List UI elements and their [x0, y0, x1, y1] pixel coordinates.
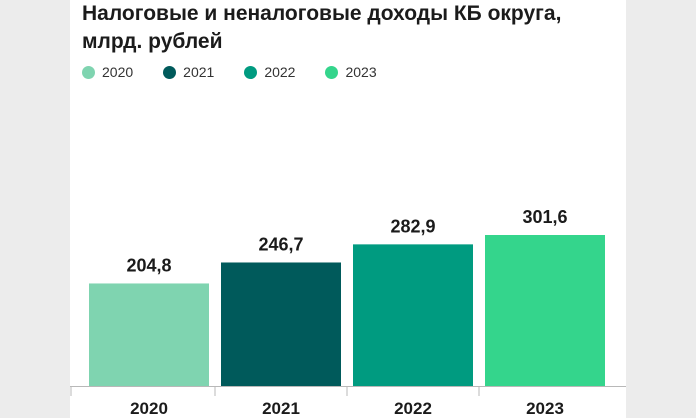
bar-2023: [485, 235, 605, 386]
value-label-2023: 301,6: [522, 207, 567, 227]
category-label-2023: 2023: [526, 399, 564, 418]
chart-legend: 2020 2021 2022 2023: [82, 62, 407, 82]
bar-2022: [353, 244, 473, 386]
legend-dot-2020: [82, 65, 95, 79]
bar-chart-plot: 204,8 2020 246,7 2021 282,9 2022 301,6 2023: [70, 207, 626, 418]
value-label-2022: 282,9: [390, 216, 435, 236]
legend-item-2021: 2021: [163, 64, 214, 80]
legend-label-2022: 2022: [264, 64, 296, 80]
legend-dot-2023: [325, 65, 339, 79]
value-label-2021: 246,7: [258, 234, 303, 254]
legend-item-2022: 2022: [244, 64, 295, 80]
legend-label-2021: 2021: [183, 64, 215, 80]
legend-label-2020: 2020: [102, 64, 134, 80]
chart-title-line-2: млрд. рублей: [82, 30, 223, 53]
bar-2021: [221, 262, 341, 386]
category-label-2020: 2020: [130, 399, 168, 418]
legend-dot-2022: [244, 65, 258, 79]
chart-title: Налоговые и неналоговые доходы КБ округа…: [82, 0, 622, 56]
chart-title-line-1: Налоговые и неналоговые доходы КБ округа…: [82, 2, 562, 25]
category-label-2021: 2021: [262, 399, 300, 418]
bar-2020: [89, 283, 209, 386]
chart-card: Налоговые и неналоговые доходы КБ округа…: [70, 0, 626, 418]
legend-dot-2021: [163, 65, 177, 79]
legend-item-2020: 2020: [82, 64, 133, 80]
legend-item-2023: 2023: [325, 64, 377, 80]
value-label-2020: 204,8: [126, 255, 171, 275]
category-label-2022: 2022: [394, 399, 432, 418]
legend-label-2023: 2023: [345, 64, 377, 80]
